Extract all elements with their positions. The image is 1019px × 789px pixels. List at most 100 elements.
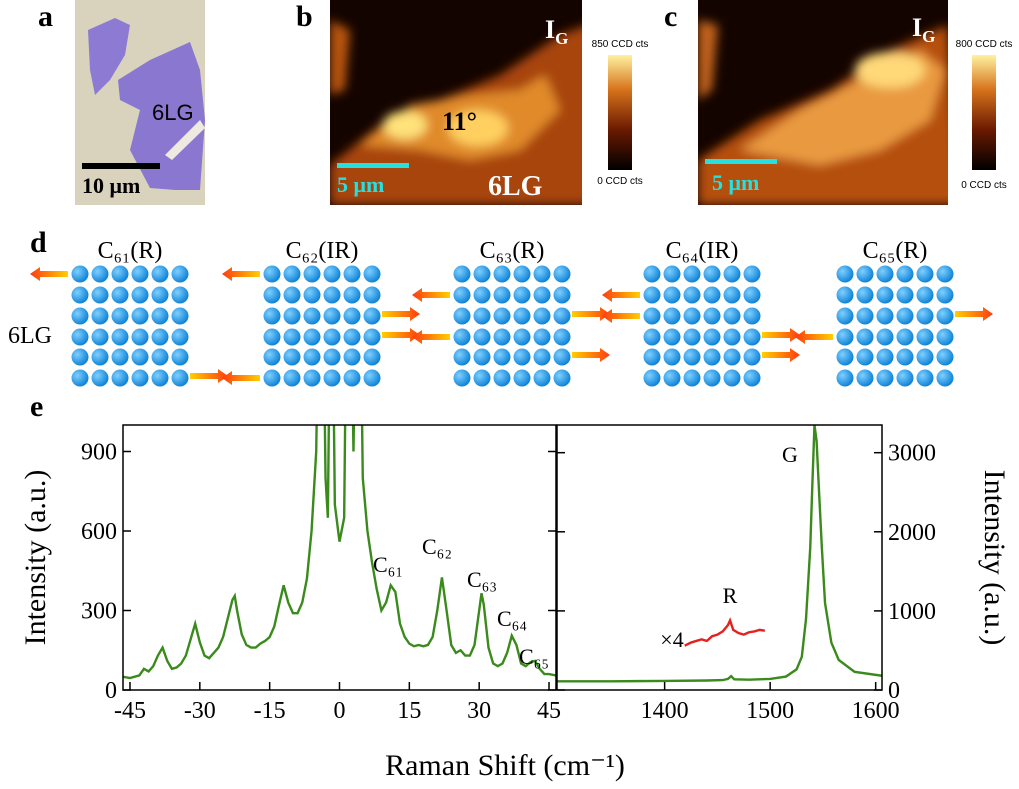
atom: [743, 265, 761, 283]
atom: [453, 286, 471, 304]
displacement-arrow: [222, 371, 260, 385]
panel-label: d: [30, 226, 47, 259]
panel-label: a: [38, 0, 53, 33]
atom: [703, 286, 721, 304]
atom: [493, 369, 511, 387]
atom: [151, 328, 169, 346]
x-axis-title: Raman Shift (cm⁻¹): [385, 749, 625, 782]
atom: [323, 265, 341, 283]
atom: [343, 265, 361, 283]
atom: [263, 348, 281, 366]
atom: [683, 369, 701, 387]
atom: [663, 369, 681, 387]
atom: [643, 286, 661, 304]
atom: [856, 328, 874, 346]
sample-label: 6LG: [152, 100, 194, 125]
atom: [473, 286, 491, 304]
atom: [111, 328, 129, 346]
atom: [453, 348, 471, 366]
atom: [876, 328, 894, 346]
atom: [876, 369, 894, 387]
mode-label: C₆₂(IR): [286, 238, 359, 264]
atom: [303, 348, 321, 366]
atom: [663, 265, 681, 283]
atom: [896, 265, 914, 283]
atom: [323, 328, 341, 346]
atom: [453, 307, 471, 325]
atom: [663, 348, 681, 366]
y-axis-title: Intensity (a.u.): [19, 470, 52, 646]
atom: [856, 265, 874, 283]
atom: [91, 369, 109, 387]
atom: [723, 369, 741, 387]
atom: [171, 328, 189, 346]
annotation: C₆₁: [373, 552, 403, 577]
plot-area: [123, 425, 556, 680]
annotation: C₆₂: [422, 534, 452, 559]
atom: [533, 286, 551, 304]
atom: [283, 328, 301, 346]
y-tick-label: 600: [81, 519, 117, 545]
atom: [131, 265, 149, 283]
atom: [323, 286, 341, 304]
atom: [303, 265, 321, 283]
atom: [743, 348, 761, 366]
atom: [91, 286, 109, 304]
colorbar: [972, 55, 996, 170]
atom: [151, 286, 169, 304]
atom: [896, 307, 914, 325]
atom: [171, 348, 189, 366]
atom: [723, 328, 741, 346]
x-tick-label: -45: [114, 698, 146, 724]
y-axis-title: Intensity (a.u.): [978, 470, 1011, 646]
annotation: R: [723, 583, 738, 608]
annotation: C₆₅: [519, 644, 549, 669]
atom: [323, 369, 341, 387]
atom: [533, 348, 551, 366]
atom: [723, 265, 741, 283]
x-tick-label: -15: [254, 698, 286, 724]
y-tick-label: 900: [81, 440, 117, 466]
atom: [263, 286, 281, 304]
atom: [856, 369, 874, 387]
spectrum-line: [684, 617, 766, 647]
annotation: ×4: [660, 627, 683, 652]
displacement-arrow: [222, 267, 260, 281]
displacement-arrow: [190, 369, 228, 383]
atom: [71, 307, 89, 325]
y-tick-label: 1000: [888, 599, 936, 625]
atom: [513, 307, 531, 325]
displacement-arrow: [572, 307, 610, 321]
atom: [936, 348, 954, 366]
y-tick-label: 0: [888, 678, 900, 704]
atom: [283, 348, 301, 366]
atom: [553, 286, 571, 304]
atom: [896, 328, 914, 346]
atom: [533, 307, 551, 325]
atom: [263, 369, 281, 387]
atom: [936, 286, 954, 304]
atom: [896, 286, 914, 304]
atom: [71, 328, 89, 346]
colorbar-min: 0 CCD cts: [961, 180, 1007, 191]
atom: [71, 369, 89, 387]
atom: [151, 265, 169, 283]
atom: [533, 265, 551, 283]
atom: [743, 286, 761, 304]
atom: [493, 307, 511, 325]
atom: [836, 369, 854, 387]
atom: [91, 265, 109, 283]
atom: [663, 328, 681, 346]
displacement-arrow: [30, 267, 68, 281]
atom: [533, 328, 551, 346]
atom: [493, 348, 511, 366]
atom: [151, 369, 169, 387]
mode-label: C₆₅(R): [863, 238, 928, 264]
displacement-arrow: [955, 307, 993, 321]
atom: [343, 348, 361, 366]
atom: [343, 307, 361, 325]
mode-label: C₆₄(IR): [666, 238, 739, 264]
spectrum-line: [557, 425, 882, 683]
atom: [263, 328, 281, 346]
displacement-arrow: [412, 330, 450, 344]
